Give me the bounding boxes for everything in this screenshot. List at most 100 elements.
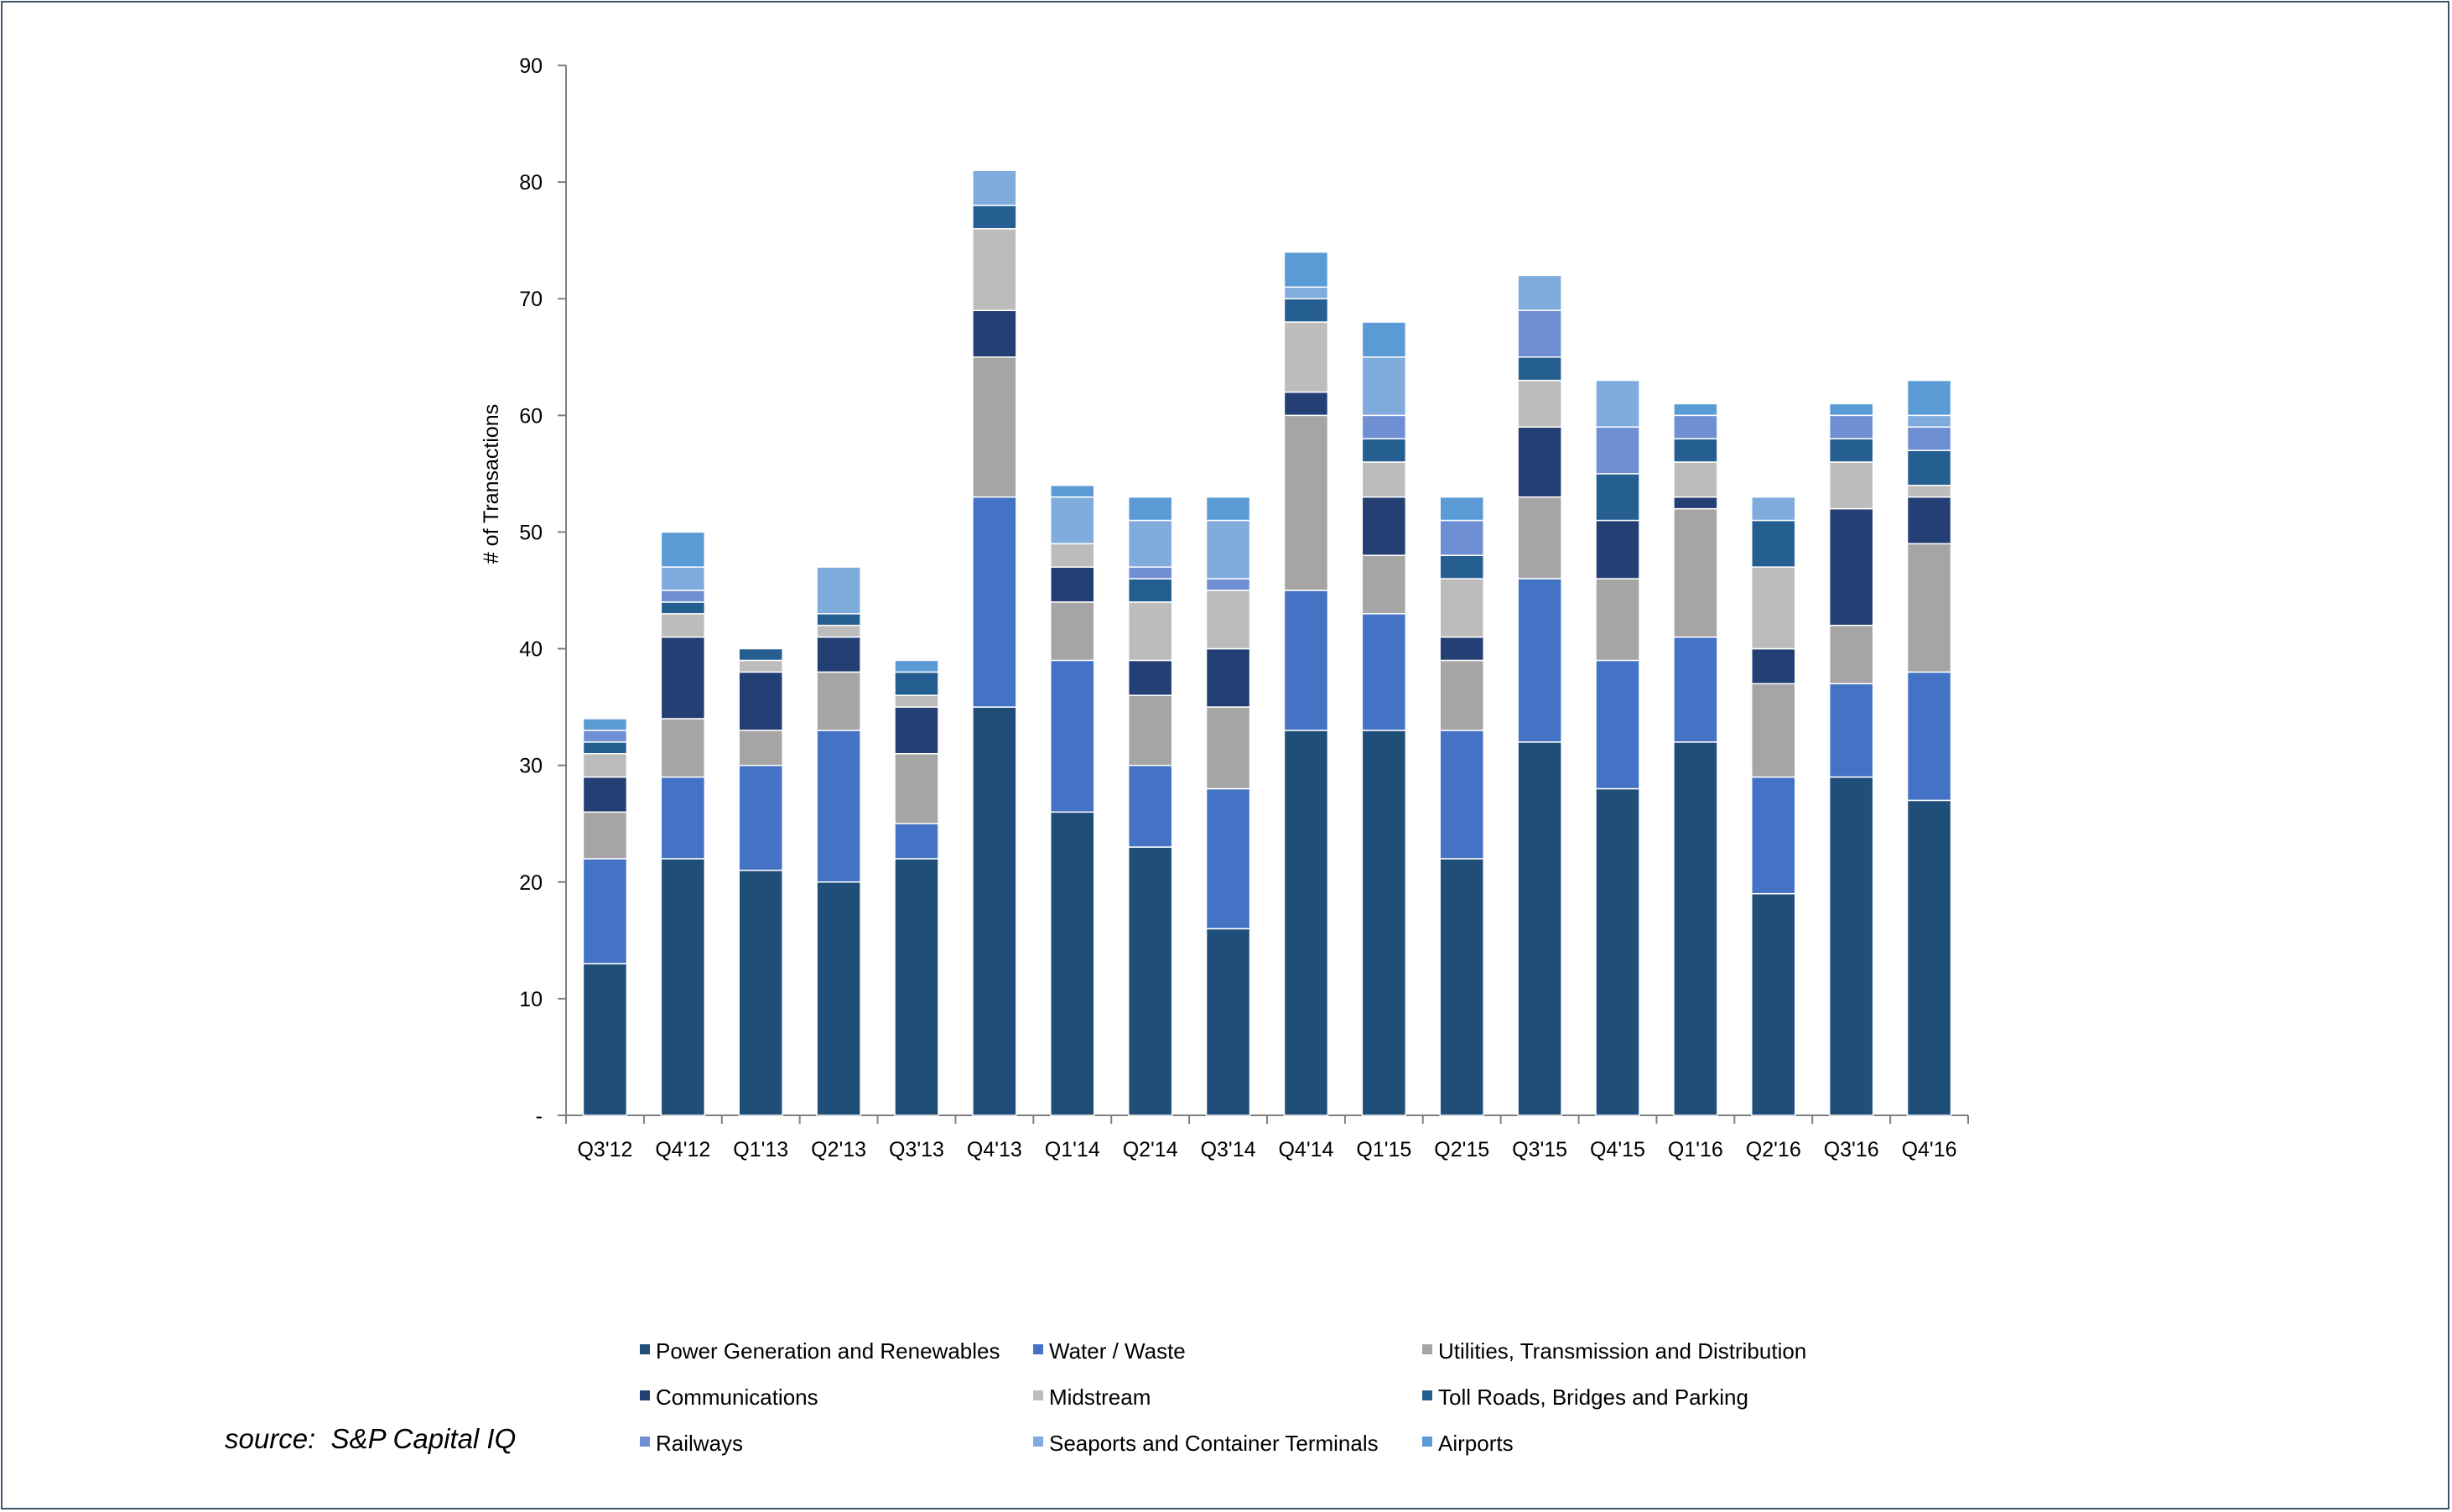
- bar-segment: [582, 811, 628, 860]
- x-tick-label: Q1'16: [1668, 1138, 1723, 1161]
- bar-segment: [1751, 892, 1796, 1116]
- bar-segment: [816, 624, 861, 638]
- bar-segment: [738, 870, 783, 1116]
- x-tick-label: Q3'16: [1824, 1138, 1879, 1161]
- bar-segment: [582, 776, 628, 813]
- axes-layer: - 10 20 30 40 50 60 70 80 90 Q3'12 Q4'12 Q1'13 Q2'13 Q…: [519, 55, 1969, 1161]
- bar-segment: [1517, 496, 1562, 579]
- bar-segment: [1751, 683, 1796, 778]
- legend-label: Water / Waste: [1049, 1338, 1186, 1364]
- bar-segment: [660, 566, 706, 591]
- bar-segment: [1361, 414, 1407, 439]
- bar-segment: [1595, 379, 1640, 428]
- legend-swatch: [1422, 1344, 1432, 1354]
- bar-segment: [1361, 554, 1407, 615]
- x-tick-label: Q3'14: [1201, 1138, 1256, 1161]
- bar-segment: [1127, 519, 1173, 568]
- y-tick-label: -: [536, 1104, 543, 1128]
- bar-segment: [894, 823, 939, 860]
- x-tick-label: Q2'13: [811, 1138, 866, 1161]
- bar-segment: [1205, 578, 1251, 591]
- bar-segment: [1205, 927, 1251, 1116]
- bar-segment: [738, 730, 783, 766]
- bar-segment: [1828, 624, 1874, 685]
- bar-segment: [1517, 309, 1562, 358]
- legend-swatch: [1033, 1390, 1043, 1400]
- bar-segment: [972, 205, 1017, 230]
- bar-segment: [1828, 776, 1874, 1116]
- bar-segment: [1050, 601, 1095, 662]
- bar-segment: [1595, 473, 1640, 522]
- legend-label: Midstream: [1049, 1385, 1151, 1410]
- bar-segment: [1127, 566, 1173, 579]
- bar-segment: [1205, 647, 1251, 708]
- bar-segment: [1828, 438, 1874, 463]
- bar-segment: [660, 636, 706, 720]
- bar-segment: [1050, 543, 1095, 568]
- bar-segment: [738, 671, 783, 731]
- bar-segment: [1205, 496, 1251, 522]
- bar-segment: [1361, 461, 1407, 498]
- bar-segment: [1127, 578, 1173, 603]
- y-tick-label: 50: [519, 521, 543, 544]
- bar-segment: [1050, 811, 1095, 1116]
- bar-segment: [1906, 543, 1952, 673]
- bar-segment: [1127, 659, 1173, 696]
- y-tick-label: 80: [519, 171, 543, 195]
- legend-swatch: [640, 1437, 650, 1447]
- bar-segment: [1751, 519, 1796, 568]
- bar-segment: [1673, 403, 1718, 417]
- y-tick-label: 30: [519, 755, 543, 778]
- bar-segment: [1673, 741, 1718, 1116]
- legend: Power Generation and Renewables Water / W…: [640, 1338, 1806, 1456]
- bar-segment: [1361, 730, 1407, 1116]
- bar-segment: [582, 753, 628, 778]
- bar-segment: [1517, 356, 1562, 382]
- bar-segment: [1361, 321, 1407, 358]
- bar-segment: [972, 228, 1017, 311]
- bar-segment: [894, 671, 939, 696]
- bar-segment: [1517, 426, 1562, 498]
- x-tick-label: Q4'16: [1902, 1138, 1957, 1161]
- bar-segment: [1127, 846, 1173, 1116]
- x-tick-label: Q1'14: [1045, 1138, 1100, 1161]
- bar-segment: [1439, 730, 1484, 860]
- bar-segment: [1283, 286, 1329, 299]
- bar-segment: [1439, 659, 1484, 731]
- y-tick-label: 70: [519, 288, 543, 311]
- bar-segment: [1050, 485, 1095, 498]
- bar-segment: [816, 881, 861, 1116]
- legend-label: Seaports and Container Terminals: [1049, 1431, 1379, 1456]
- bar-segment: [1673, 507, 1718, 638]
- legend-label: Power Generation and Renewables: [656, 1338, 1000, 1364]
- bar-segment: [660, 718, 706, 778]
- bar-segment: [1361, 613, 1407, 731]
- bar-segment: [894, 659, 939, 673]
- bar-segment: [1828, 683, 1874, 778]
- bars-layer: [582, 169, 1952, 1116]
- bar-segment: [660, 776, 706, 860]
- legend-swatch: [1422, 1390, 1432, 1400]
- bar-segment: [1283, 590, 1329, 731]
- bar-segment: [1050, 566, 1095, 603]
- bar-segment: [1439, 858, 1484, 1116]
- bar-segment: [582, 718, 628, 731]
- x-tick-label: Q4'12: [655, 1138, 710, 1161]
- bar-segment: [1595, 578, 1640, 662]
- bar-segment: [894, 694, 939, 708]
- bar-segment: [1439, 519, 1484, 557]
- bar-segment: [1906, 414, 1952, 428]
- bar-segment: [1361, 496, 1407, 557]
- x-tick-label: Q4'13: [967, 1138, 1022, 1161]
- legend-swatch: [640, 1344, 650, 1354]
- bar-segment: [1673, 414, 1718, 439]
- bar-segment: [1439, 636, 1484, 662]
- bar-segment: [1050, 496, 1095, 545]
- bar-segment: [1283, 298, 1329, 323]
- x-tick-label: Q3'15: [1512, 1138, 1567, 1161]
- bar-segment: [1127, 601, 1173, 662]
- bar-segment: [582, 858, 628, 964]
- x-tick-label: Q3'13: [889, 1138, 944, 1161]
- bar-segment: [1283, 730, 1329, 1116]
- bar-segment: [582, 963, 628, 1116]
